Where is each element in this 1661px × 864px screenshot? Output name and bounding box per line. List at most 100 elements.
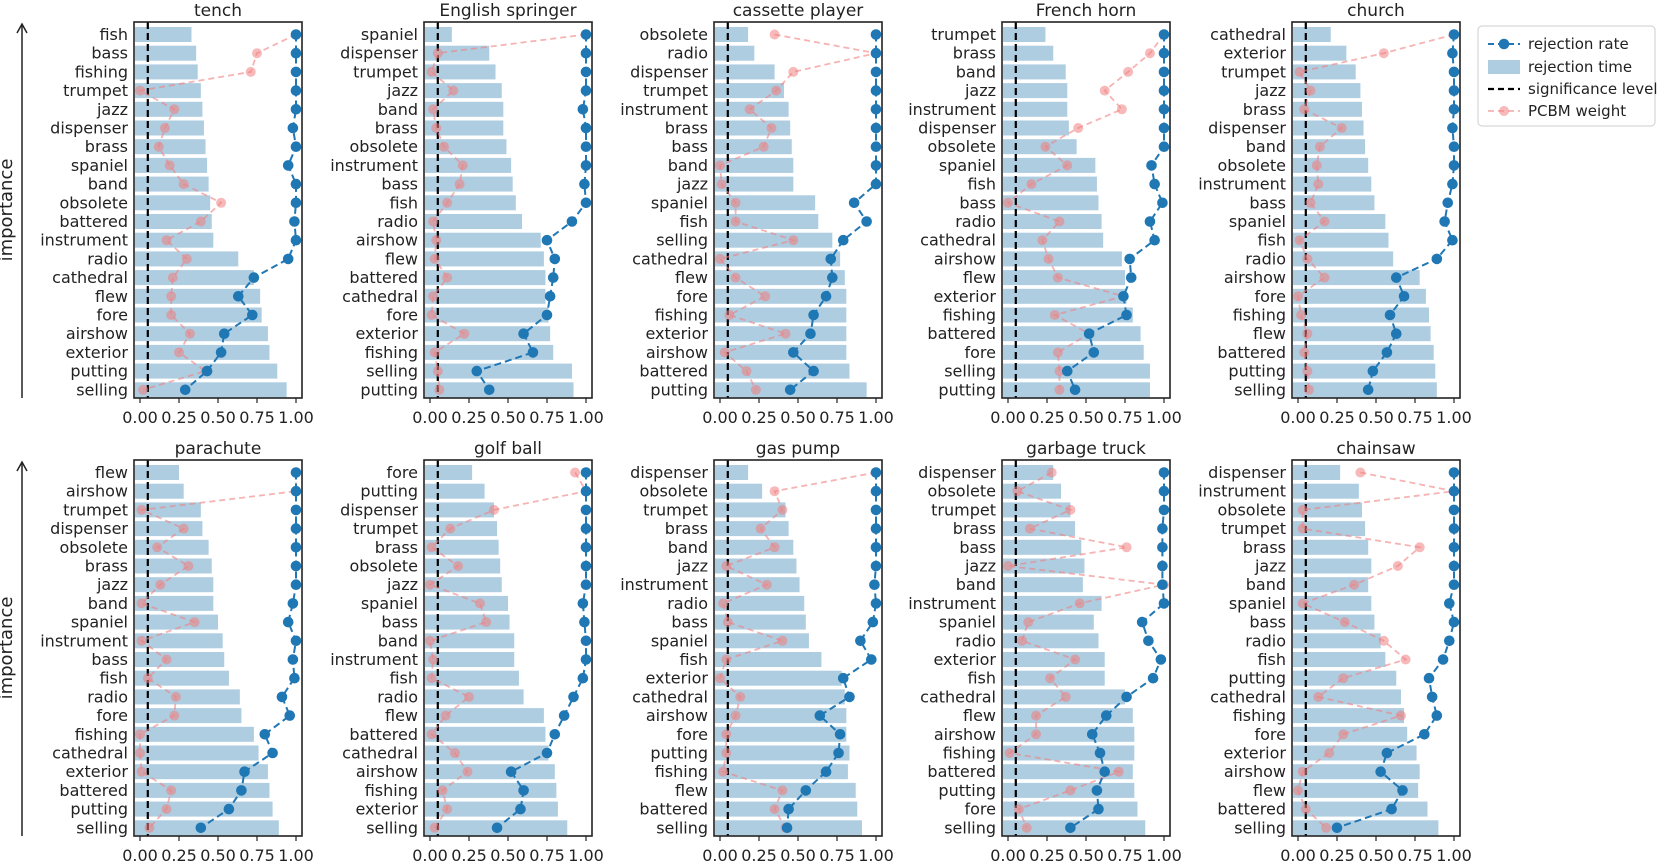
legend-label: rejection rate — [1528, 35, 1629, 53]
category-label: exterior — [355, 800, 418, 819]
rejection-rate-point — [870, 66, 882, 78]
category-label: instrument — [330, 650, 418, 669]
rejection-rate-point — [870, 160, 882, 171]
category-label: fore — [387, 463, 419, 482]
rejection-rate-point — [290, 141, 302, 152]
rejection-rate-point — [1158, 85, 1170, 96]
category-label: battered — [59, 212, 128, 231]
rejection-time-bar — [135, 101, 203, 117]
category-label: airshow — [646, 343, 708, 362]
pcbm-weight-point — [777, 785, 788, 796]
rejection-rate-point — [1448, 66, 1460, 78]
rejection-time-bar — [135, 577, 214, 593]
category-label: obsolete — [1218, 156, 1286, 175]
pcbm-weight-point — [1070, 654, 1081, 665]
pcbm-weight-point — [730, 710, 741, 721]
pcbm-weight-point — [135, 748, 145, 758]
pcbm-weight-point — [1355, 467, 1366, 478]
category-label: spaniel — [71, 156, 128, 175]
pcbm-weight-point — [721, 561, 732, 571]
legend-rejection-rate-marker — [1498, 38, 1510, 50]
category-label: fish — [99, 25, 128, 44]
x-tick-label: 0.25 — [451, 408, 487, 427]
pcbm-weight-point — [166, 291, 177, 302]
rejection-rate-point — [1158, 504, 1170, 516]
rejection-time-bar — [715, 157, 794, 173]
category-label: jazz — [964, 557, 996, 576]
pcbm-weight-point — [431, 235, 442, 246]
category-label: selling — [944, 362, 996, 381]
pcbm-weight-point — [1017, 635, 1028, 646]
rejection-rate-point — [290, 178, 302, 190]
x-tick-label: 0.00 — [1280, 846, 1316, 864]
rejection-time-bar — [715, 614, 806, 630]
pcbm-weight-point — [138, 384, 149, 395]
rejection-time-bar — [1293, 558, 1372, 574]
rejection-time-bar — [1293, 539, 1369, 555]
x-tick-label: 1.00 — [568, 846, 604, 864]
pcbm-weight-point — [1046, 467, 1057, 478]
pcbm-weight-point — [761, 579, 772, 590]
rejection-rate-point — [282, 616, 294, 628]
subplot-title: golf ball — [474, 439, 542, 459]
x-tick-label: 1.00 — [1146, 846, 1182, 864]
subplot-tench: tench fishbassfishingtrumpetjazzdispenser… — [40, 1, 314, 427]
rejection-rate-point — [1448, 467, 1460, 478]
rejection-rate-point — [259, 729, 271, 740]
rejection-time-bar — [715, 120, 791, 136]
rejection-time-bar — [425, 232, 541, 248]
x-tick-label: 0.75 — [529, 408, 565, 427]
pcbm-weight-point — [730, 197, 741, 208]
rejection-time-bar — [135, 64, 198, 80]
pcbm-weight-point — [1026, 179, 1037, 190]
category-label: putting — [650, 380, 708, 399]
pcbm-weight-line — [1006, 33, 1165, 390]
rejection-rate-point — [580, 485, 592, 497]
rejection-rate-point — [541, 747, 553, 759]
rejection-time-bar — [1003, 745, 1135, 761]
rejection-time-bar — [1293, 782, 1419, 798]
pcbm-weight-point — [174, 347, 184, 358]
category-label: selling — [944, 818, 996, 837]
pcbm-weight-point — [1313, 691, 1324, 702]
category-label: spaniel — [361, 25, 418, 44]
category-label: fore — [97, 306, 129, 325]
subplot-gas-pump: gas pump dispenserobsoletetrumpetbrassban… — [620, 439, 894, 864]
rejection-rate-point — [870, 467, 882, 478]
category-label: brass — [1243, 538, 1286, 557]
rejection-rate-point — [1423, 672, 1435, 684]
rejection-time-bar — [1003, 363, 1150, 379]
rejection-time-bar — [425, 633, 515, 649]
pcbm-weight-point — [719, 347, 730, 358]
subplot-title: garbage truck — [1026, 439, 1146, 459]
rejection-rate-point — [290, 197, 302, 209]
pcbm-weight-point — [1294, 66, 1305, 77]
pcbm-weight-point — [252, 48, 262, 59]
rejection-rate-point — [282, 160, 294, 171]
pcbm-weight-point — [766, 123, 777, 133]
pcbm-weight-point — [758, 141, 769, 152]
rejection-time-bar — [1293, 83, 1361, 99]
category-label: battered — [1217, 800, 1286, 819]
category-label: spaniel — [1229, 212, 1286, 231]
rejection-time-bar — [1293, 726, 1408, 742]
pcbm-weight-point — [1037, 235, 1048, 246]
category-label: fish — [389, 669, 418, 688]
pcbm-weight-point — [1338, 673, 1349, 684]
rejection-time-bar — [425, 708, 544, 724]
category-label: radio — [1245, 631, 1286, 650]
pcbm-weight-point — [426, 310, 437, 320]
pcbm-weight-point — [1297, 504, 1308, 515]
rejection-time-bar — [1293, 801, 1428, 817]
category-label: fish — [389, 193, 418, 212]
category-label: battered — [639, 800, 708, 819]
rejection-time-bar — [715, 558, 797, 574]
rejection-rate-point — [1444, 598, 1455, 609]
rejection-rate-point — [1149, 178, 1160, 190]
rejection-rate-point — [1157, 560, 1168, 572]
pcbm-weight-point — [426, 542, 437, 553]
rejection-rate-point — [179, 384, 191, 396]
rejection-time-bar — [1293, 307, 1430, 323]
rejection-rate-point — [1147, 672, 1159, 684]
category-label: trumpet — [1221, 519, 1286, 538]
